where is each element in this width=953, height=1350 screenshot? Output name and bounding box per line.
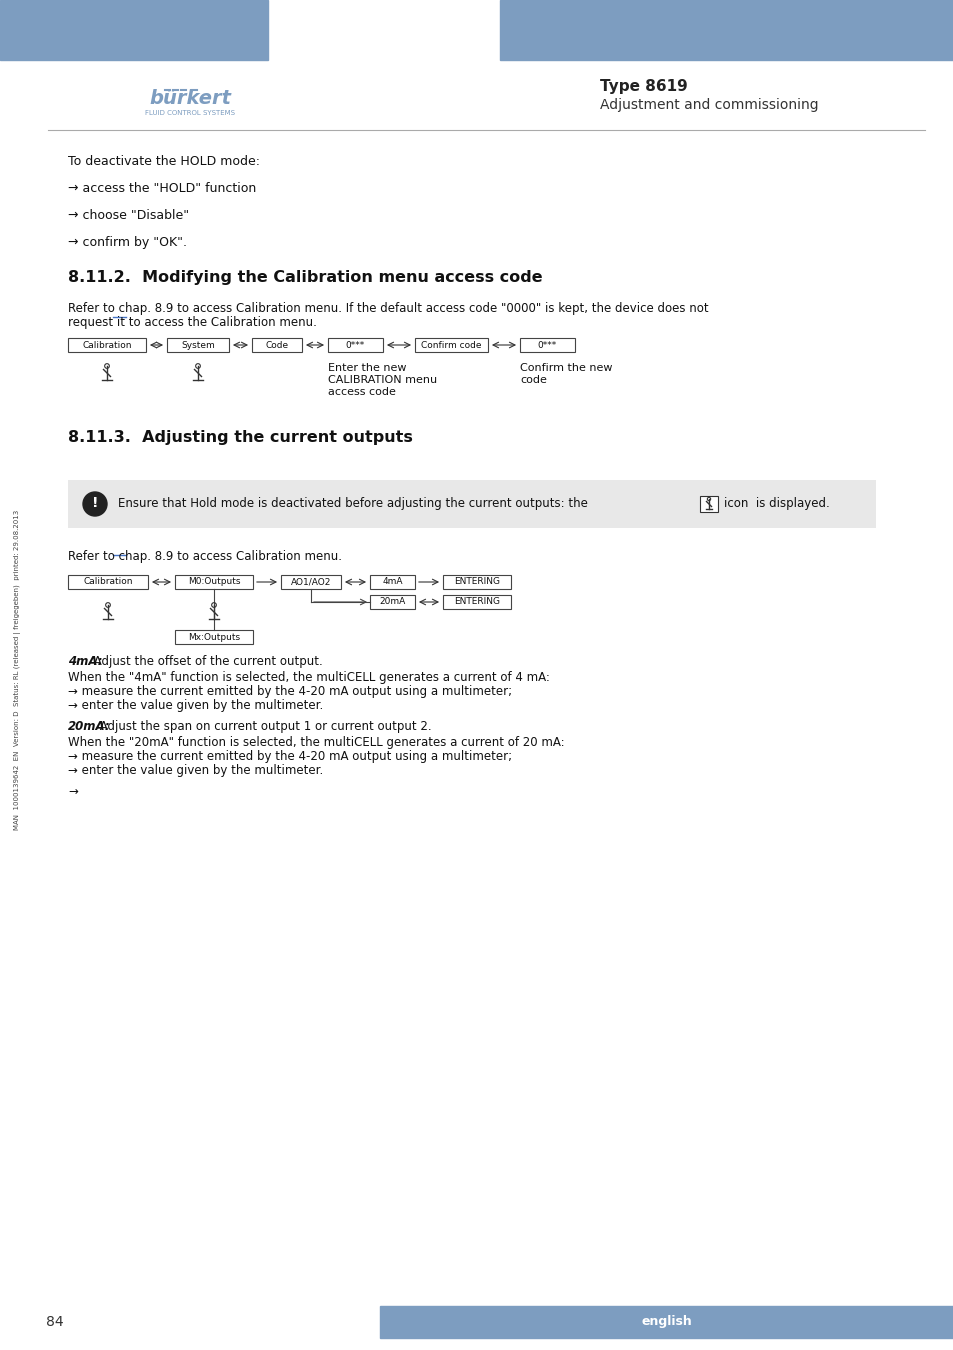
Text: Adjustment and commissioning: Adjustment and commissioning: [599, 99, 818, 112]
Bar: [174, 630, 253, 644]
Bar: [281, 575, 340, 589]
Text: System: System: [181, 340, 214, 350]
Bar: [499, 0, 953, 59]
Text: When the "4mA" function is selected, the multiCELL generates a current of 4 mA:: When the "4mA" function is selected, the…: [68, 671, 549, 684]
Text: access code: access code: [328, 387, 395, 397]
Text: Code: Code: [265, 340, 288, 350]
Text: 8.11.3.  Adjusting the current outputs: 8.11.3. Adjusting the current outputs: [68, 431, 413, 446]
Text: 0***: 0***: [537, 340, 557, 350]
Text: Mx:Outputs: Mx:Outputs: [188, 633, 240, 641]
Bar: [442, 575, 511, 589]
Text: → measure the current emitted by the 4-20 mA output using a multimeter;: → measure the current emitted by the 4-2…: [68, 751, 512, 763]
Bar: [174, 575, 253, 589]
Bar: [379, 1305, 953, 1338]
Text: →: →: [68, 784, 78, 798]
Text: Calibration: Calibration: [82, 340, 132, 350]
Text: Type 8619: Type 8619: [599, 80, 687, 94]
Text: → access the "HOLD" function: → access the "HOLD" function: [68, 182, 256, 194]
Text: When the "20mA" function is selected, the multiCELL generates a current of 20 mA: When the "20mA" function is selected, th…: [68, 736, 564, 749]
Text: To deactivate the HOLD mode:: To deactivate the HOLD mode:: [68, 155, 260, 167]
Bar: [68, 481, 875, 528]
Text: ENTERING: ENTERING: [454, 578, 499, 586]
Text: MAN  1000139642  EN  Version: D  Status: RL (released | freigegeben)  printed: 2: MAN 1000139642 EN Version: D Status: RL …: [14, 510, 22, 830]
Bar: [68, 338, 146, 352]
Text: 8.11.2.  Modifying the Calibration menu access code: 8.11.2. Modifying the Calibration menu a…: [68, 270, 542, 285]
Text: Enter the new: Enter the new: [328, 363, 406, 373]
Text: 0***: 0***: [346, 340, 365, 350]
Circle shape: [83, 491, 107, 516]
Text: Confirm the new: Confirm the new: [519, 363, 612, 373]
Text: 20mA: 20mA: [379, 598, 405, 606]
Text: bürkert: bürkert: [149, 89, 231, 108]
Bar: [370, 575, 415, 589]
Text: Calibration: Calibration: [83, 578, 132, 586]
Text: !: !: [91, 495, 98, 510]
Text: → enter the value given by the multimeter.: → enter the value given by the multimete…: [68, 699, 323, 711]
Bar: [370, 595, 415, 609]
Text: 84: 84: [46, 1315, 64, 1328]
Text: FLUID CONTROL SYSTEMS: FLUID CONTROL SYSTEMS: [145, 109, 234, 116]
Text: english: english: [641, 1315, 692, 1328]
Text: icon  is displayed.: icon is displayed.: [723, 498, 829, 510]
Bar: [252, 338, 302, 352]
Bar: [700, 495, 718, 512]
Text: request it to access the Calibration menu.: request it to access the Calibration men…: [68, 316, 316, 329]
Text: Ensure that Hold mode is deactivated before adjusting the current outputs: the: Ensure that Hold mode is deactivated bef…: [118, 498, 587, 510]
Text: AO1/AO2: AO1/AO2: [291, 578, 331, 586]
Bar: [328, 338, 382, 352]
Text: ENTERING: ENTERING: [454, 598, 499, 606]
Bar: [0, 0, 268, 59]
Text: → measure the current emitted by the 4-20 mA output using a multimeter;: → measure the current emitted by the 4-2…: [68, 684, 512, 698]
Text: 4mA:: 4mA:: [68, 655, 102, 668]
Text: M0:Outputs: M0:Outputs: [188, 578, 240, 586]
Bar: [442, 595, 511, 609]
Text: Adjust the span on current output 1 or current output 2.: Adjust the span on current output 1 or c…: [96, 720, 431, 733]
Text: 4mA: 4mA: [382, 578, 402, 586]
Text: 20mA:: 20mA:: [68, 720, 111, 733]
Text: CALIBRATION menu: CALIBRATION menu: [328, 375, 436, 385]
Bar: [415, 338, 488, 352]
Text: Refer to chap. 8.9 to access Calibration menu. If the default access code "0000": Refer to chap. 8.9 to access Calibration…: [68, 302, 708, 315]
Bar: [68, 575, 148, 589]
Text: code: code: [519, 375, 546, 385]
Text: Adjust the offset of the current output.: Adjust the offset of the current output.: [91, 655, 323, 668]
Text: → confirm by "OK".: → confirm by "OK".: [68, 236, 187, 248]
Text: → choose "Disable": → choose "Disable": [68, 209, 189, 221]
Text: Refer to chap. 8.9 to access Calibration menu.: Refer to chap. 8.9 to access Calibration…: [68, 549, 341, 563]
Text: Confirm code: Confirm code: [421, 340, 481, 350]
Bar: [519, 338, 575, 352]
Bar: [167, 338, 229, 352]
Text: → enter the value given by the multimeter.: → enter the value given by the multimete…: [68, 764, 323, 778]
